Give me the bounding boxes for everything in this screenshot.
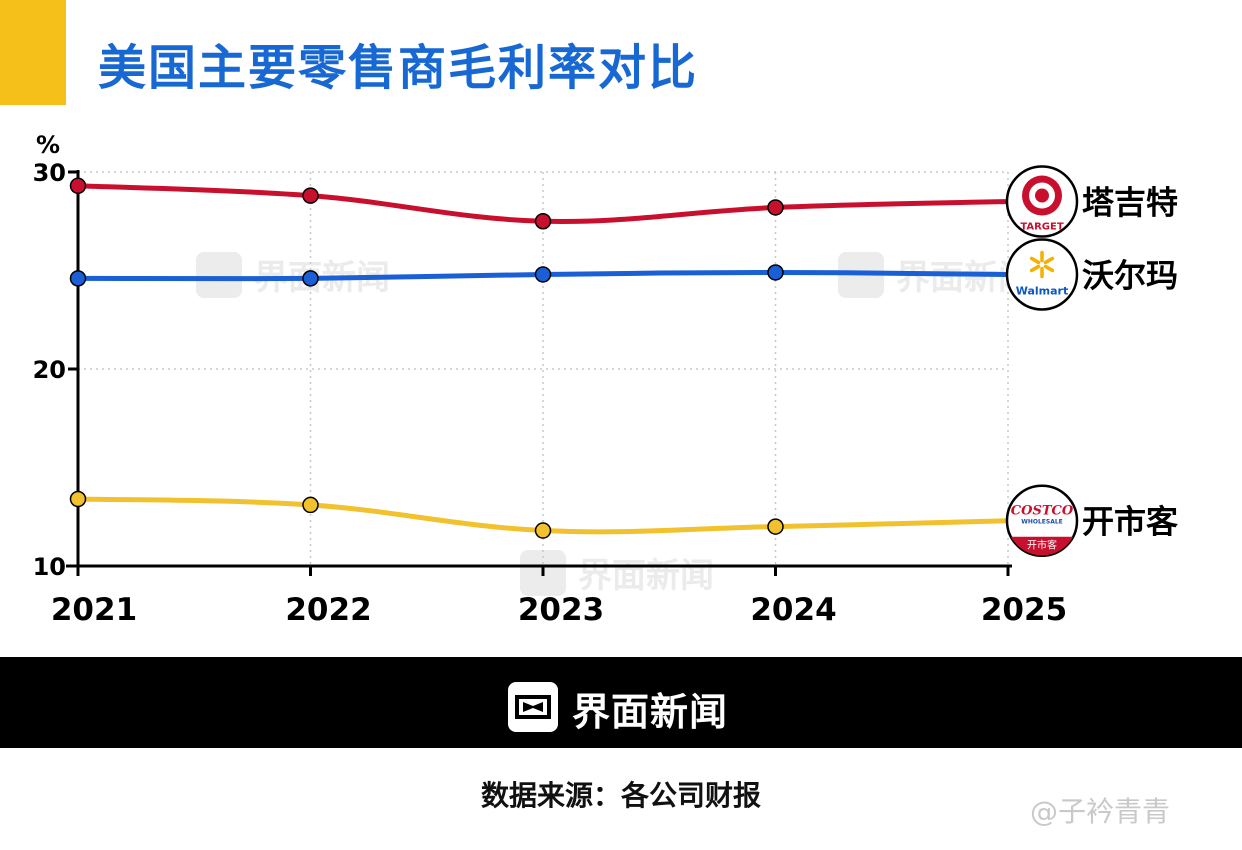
y-axis-unit-label: % bbox=[36, 131, 60, 159]
x-tick-label: 2024 bbox=[750, 592, 836, 628]
target-point bbox=[767, 199, 784, 216]
watermark: 界面新闻 bbox=[196, 252, 390, 298]
walmart-spark-ray bbox=[1029, 256, 1041, 265]
target-point bbox=[534, 213, 552, 230]
chart-title: 美国主要零售商毛利率对比 bbox=[98, 40, 699, 96]
walmart-point bbox=[767, 264, 784, 281]
x-tick-label: 2023 bbox=[518, 592, 604, 628]
costco-series-label: 开市客 bbox=[1082, 503, 1178, 541]
watermark: 界面新闻 bbox=[520, 550, 714, 596]
corner-watermark: @子衿青青 bbox=[1030, 795, 1171, 828]
title-block: 美国主要零售商毛利率对比 bbox=[0, 0, 1242, 110]
target-point bbox=[69, 177, 87, 195]
walmart-logo-icon: Walmart bbox=[1005, 238, 1079, 311]
costco-point bbox=[69, 490, 87, 508]
data-source: 数据来源：各公司财报 bbox=[480, 779, 761, 812]
costco-logo-text: COSTCO bbox=[1011, 504, 1074, 519]
data-points bbox=[69, 177, 784, 539]
axes: % 10 20 30 2021 2022 2023 2024 2025 bbox=[33, 131, 1068, 628]
costco-point bbox=[302, 496, 319, 514]
x-tick-label: 2021 bbox=[51, 592, 137, 628]
walmart-spark-ray bbox=[1029, 264, 1041, 273]
walmart-point bbox=[534, 266, 552, 283]
jiemian-logo-icon bbox=[508, 682, 558, 732]
grid-lines bbox=[78, 171, 1009, 566]
target-label-group: TARGET 塔吉特 bbox=[1005, 165, 1178, 238]
footer-bar: 界面新闻 bbox=[0, 657, 1242, 748]
x-tick-label: 2025 bbox=[981, 592, 1067, 628]
target-bullseye bbox=[1035, 188, 1049, 203]
walmart-spark-ray bbox=[1043, 256, 1055, 265]
walmart-series-label: 沃尔玛 bbox=[1082, 256, 1178, 294]
walmart-label-group: Walmart 沃尔玛 bbox=[1005, 238, 1178, 311]
walmart-point bbox=[302, 270, 319, 287]
watermark-text: 界面新闻 bbox=[578, 556, 714, 596]
target-logo-text: TARGET bbox=[1020, 222, 1064, 233]
walmart-logo-text: Walmart bbox=[1016, 284, 1069, 297]
costco-logo-cn-text: 开市客 bbox=[1027, 539, 1057, 552]
title-accent-bar bbox=[0, 0, 66, 105]
footer-brand-name: 界面新闻 bbox=[572, 690, 729, 734]
x-tick-label: 2022 bbox=[285, 592, 371, 628]
y-tick-label: 10 bbox=[33, 553, 66, 581]
target-series-label: 塔吉特 bbox=[1082, 184, 1178, 222]
walmart-point bbox=[69, 270, 87, 287]
costco-logo-band bbox=[1011, 536, 1073, 556]
target-logo-icon: TARGET bbox=[1005, 165, 1079, 238]
costco-point bbox=[534, 522, 552, 539]
costco-logo-subtext: WHOLESALE bbox=[1021, 519, 1063, 526]
costco-point bbox=[767, 518, 784, 535]
y-tick-label: 30 bbox=[33, 159, 66, 187]
watermark-logo-icon bbox=[196, 252, 242, 298]
walmart-spark-ray bbox=[1043, 264, 1055, 273]
y-tick-label: 20 bbox=[33, 356, 66, 384]
target-point bbox=[302, 187, 319, 204]
